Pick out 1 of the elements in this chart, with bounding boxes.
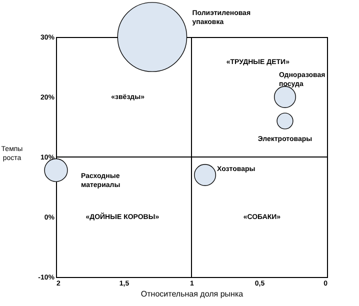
x-axis-title: Относительная доля рынка xyxy=(140,290,244,298)
